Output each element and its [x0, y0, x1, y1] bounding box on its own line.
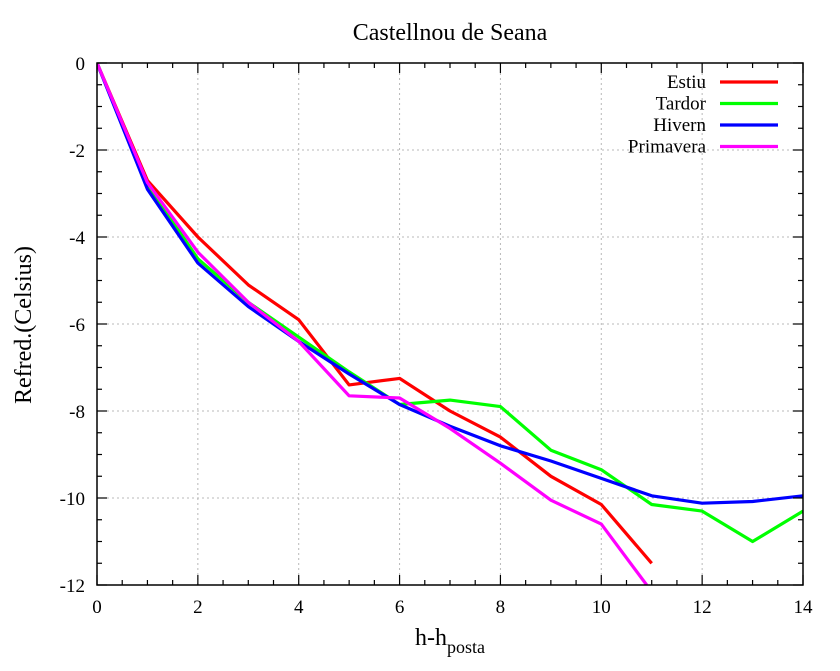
y-tick-label: -4: [69, 228, 85, 249]
series-line-estiu: [97, 63, 653, 565]
legend-label-hivern: Hivern: [653, 115, 706, 136]
x-axis-label-main: h-h: [415, 625, 447, 651]
x-tick-label: 6: [395, 597, 405, 618]
y-tick-label: 0: [76, 54, 86, 75]
x-tick-label: 10: [592, 597, 611, 618]
x-tick-label: 2: [193, 597, 203, 618]
legend-label-estiu: Estiu: [667, 72, 707, 93]
y-tick-label: -8: [69, 402, 85, 423]
y-tick-label: -2: [69, 141, 85, 162]
x-tick-label: 14: [794, 597, 814, 618]
x-tick-label: 4: [294, 597, 304, 618]
chart-title: Castellnou de Seana: [353, 20, 548, 46]
legend-label-primavera: Primavera: [628, 137, 707, 158]
axis-ticks: [96, 62, 804, 586]
x-tick-label: 8: [496, 597, 506, 618]
x-tick-label: 0: [92, 597, 102, 618]
series-line-tardor: [97, 63, 803, 544]
series-lines: [97, 63, 803, 585]
y-tick-label: -10: [60, 489, 85, 510]
series-line-primavera: [97, 63, 648, 585]
legend-label-tardor: Tardor: [656, 94, 707, 115]
x-tick-label: 12: [693, 597, 712, 618]
x-axis-label: h-hposta: [415, 625, 485, 657]
series-line-hivern: [97, 63, 803, 505]
x-axis-label-subscript: posta: [447, 637, 485, 657]
y-tick-label: -6: [69, 315, 85, 336]
gridlines: [97, 63, 803, 585]
tick-labels: 0 2 4 6 8 10 12 14 0 -2 -4 -6 -8 -10 -12: [60, 54, 813, 618]
y-axis-label: Refred.(Celsius): [11, 246, 37, 404]
y-tick-label: -12: [60, 576, 85, 597]
